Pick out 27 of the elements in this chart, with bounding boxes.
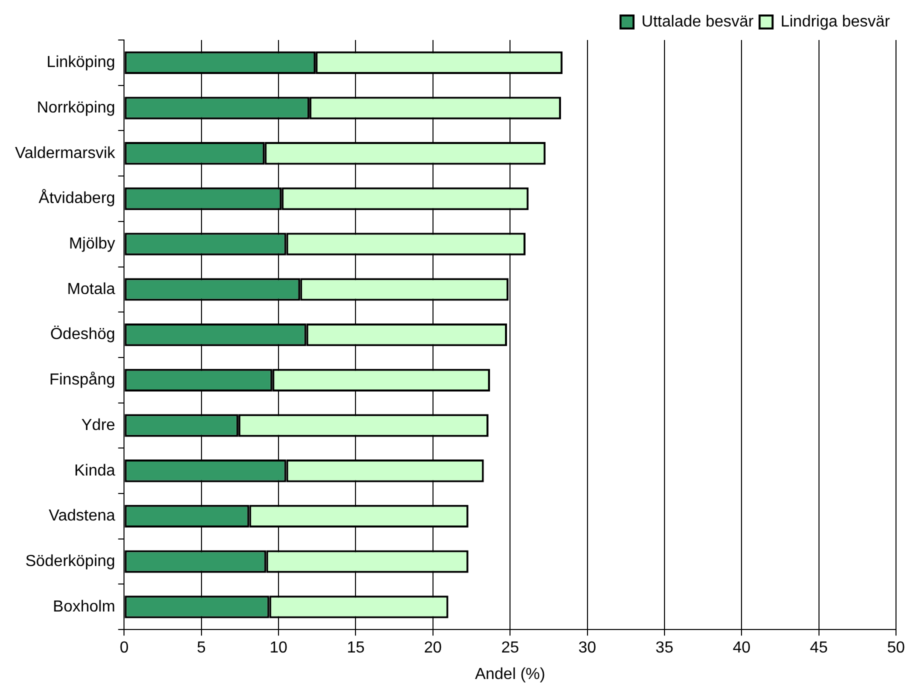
y-tick-label: Söderköping xyxy=(25,552,116,570)
y-tick-label: Kinda xyxy=(74,462,116,480)
x-tick-label: 50 xyxy=(887,640,905,657)
y-tick-label: Ödeshög xyxy=(50,325,116,344)
y-tick-label: Ydre xyxy=(81,416,116,434)
y-tick-label: Åtvidaberg xyxy=(38,189,116,208)
y-tick-label: Norrköping xyxy=(36,99,116,116)
y-tick-label: Valdermarsvik xyxy=(15,144,116,162)
x-tick-label: 0 xyxy=(120,640,129,657)
x-tick-label: 25 xyxy=(501,640,520,657)
y-tick-label: Linköping xyxy=(46,54,116,72)
x-tick-label: 15 xyxy=(346,640,365,657)
y-tick-label: Vadstena xyxy=(48,508,116,525)
x-tick-label: 35 xyxy=(656,640,674,657)
y-tick-label: Motala xyxy=(67,280,116,298)
x-tick-label: 20 xyxy=(424,640,442,657)
y-tick-label: Mjölby xyxy=(68,236,116,252)
x-tick-label: 40 xyxy=(732,640,751,657)
x-axis-title: Andel (%) xyxy=(474,666,546,683)
y-tick-label: Finspång xyxy=(49,372,116,389)
legend-label: Uttalade besvär xyxy=(642,13,754,30)
x-tick-label: 5 xyxy=(196,640,206,657)
x-tick-label: 10 xyxy=(270,640,288,657)
x-tick-label: 30 xyxy=(578,640,596,657)
x-tick-label: 45 xyxy=(810,640,828,657)
y-tick-label: Boxholm xyxy=(52,598,116,616)
legend-label: Lindriga besvär xyxy=(780,13,891,30)
